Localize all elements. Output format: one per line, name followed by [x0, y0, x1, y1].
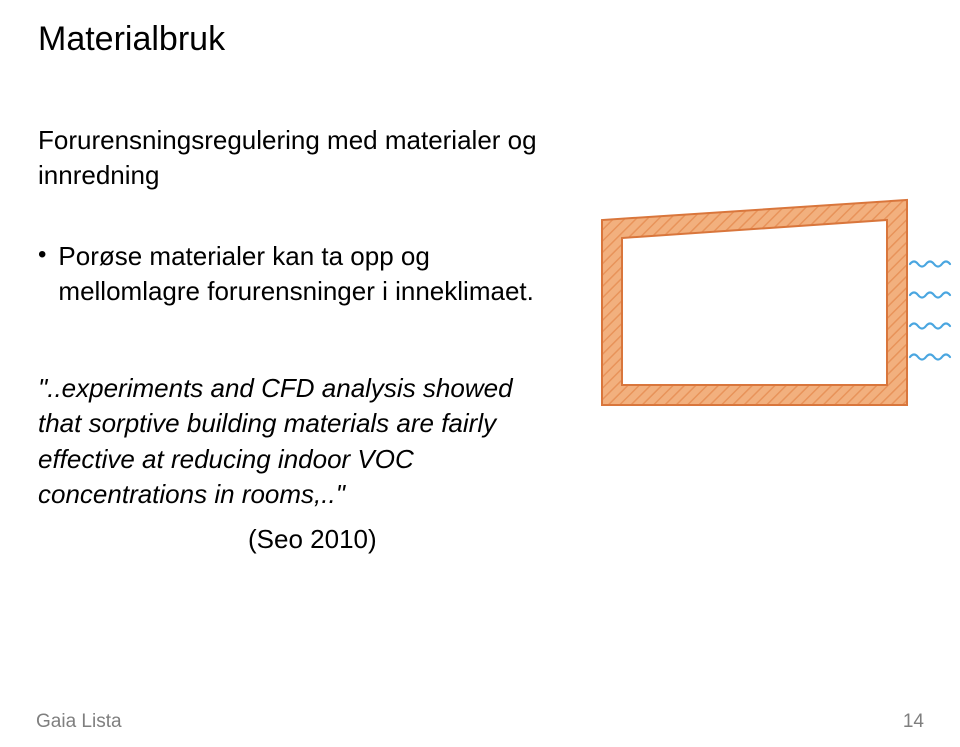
page-number: 14	[903, 711, 924, 733]
wave-icon	[910, 355, 950, 360]
inner-wall	[622, 220, 887, 385]
wave-icon	[910, 324, 950, 329]
footer-left: Gaia Lista	[36, 711, 122, 733]
bullet-item: • Porøse materialer kan ta opp og mellom…	[38, 239, 538, 309]
wave-icon	[910, 262, 950, 267]
slide: Materialbruk Forurensningsregulering med…	[0, 0, 960, 747]
air-waves	[910, 262, 950, 360]
quote-text: "..experiments and CFD analysis showed t…	[38, 371, 538, 511]
citation-text: (Seo 2010)	[248, 522, 538, 557]
house-section-diagram	[562, 190, 952, 540]
bullet-text: Porøse materialer kan ta opp og mellomla…	[58, 239, 538, 309]
slide-title: Materialbruk	[38, 20, 922, 59]
footer: Gaia Lista 14	[36, 711, 924, 733]
subheading: Forurensningsregulering med materialer o…	[38, 123, 538, 193]
bullet-marker: •	[38, 239, 46, 271]
text-column: Forurensningsregulering med materialer o…	[38, 123, 538, 557]
wave-icon	[910, 293, 950, 298]
